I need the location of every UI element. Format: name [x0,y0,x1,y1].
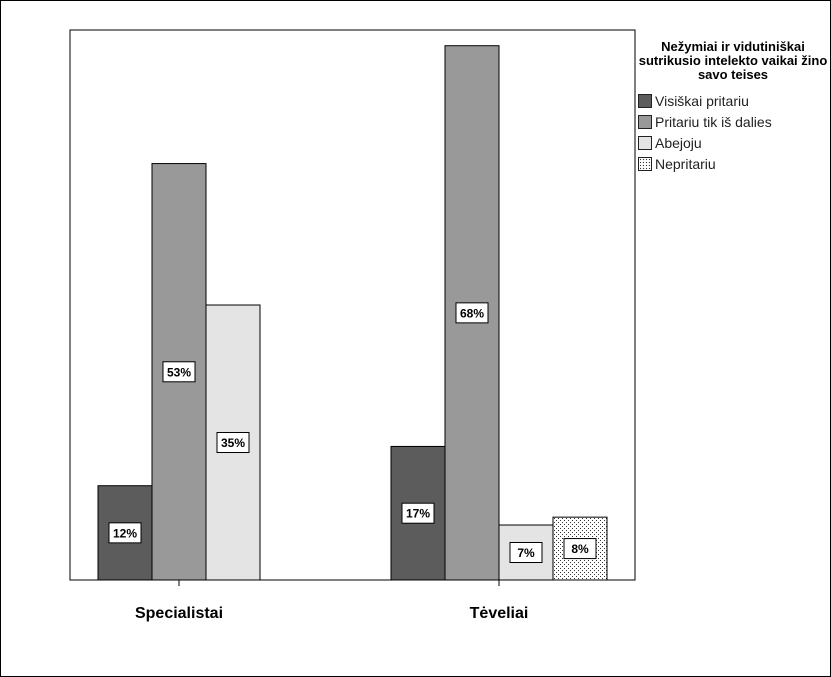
legend-item: Nepritariu [638,153,828,174]
data-label: 17% [406,507,430,521]
legend: Nežymiai ir vidutiniškai sutrikusio inte… [638,40,828,174]
legend-title: Nežymiai ir vidutiniškai sutrikusio inte… [638,39,828,82]
data-label: 8% [571,542,589,556]
data-label: 53% [167,365,191,379]
data-label-box [401,502,435,524]
data-label-box [108,522,142,544]
legend-swatch [638,114,652,129]
bar-tėveliai-2 [498,524,554,581]
legend-swatch [638,93,652,108]
data-label-box [509,542,543,563]
legend-label: Abejoju [655,134,702,151]
legend-swatch [638,135,652,150]
legend-label: Pritariu tik iš dalies [655,113,772,130]
data-label: 68% [460,306,484,320]
legend-swatch [638,156,652,171]
x-tick-label: Specialistai [135,605,223,622]
legend-item: Visiškai pritariu [638,90,828,111]
x-axis: Specialistai Tėveliai [135,580,528,622]
data-label-box [216,432,250,453]
legend-label: Visiškai pritariu [655,92,749,109]
data-label-box [563,538,597,560]
data-label: 12% [113,526,137,540]
legend-item: Pritariu tik iš dalies [638,111,828,132]
x-tick-label: Tėveliai [470,605,529,622]
data-label-box [455,302,489,324]
bars-layer [97,45,608,581]
data-label: 35% [221,436,245,450]
data-label: 7% [517,546,535,560]
data-labels-layer: 12% 53% 35% 17% 68% 7% 8% [108,302,597,563]
legend-label: Nepritariu [655,155,716,172]
legend-item: Abejoju [638,132,828,153]
data-label-box [162,361,196,383]
legend-items: Visiškai pritariu Pritariu tik iš dalies A… [638,90,828,174]
